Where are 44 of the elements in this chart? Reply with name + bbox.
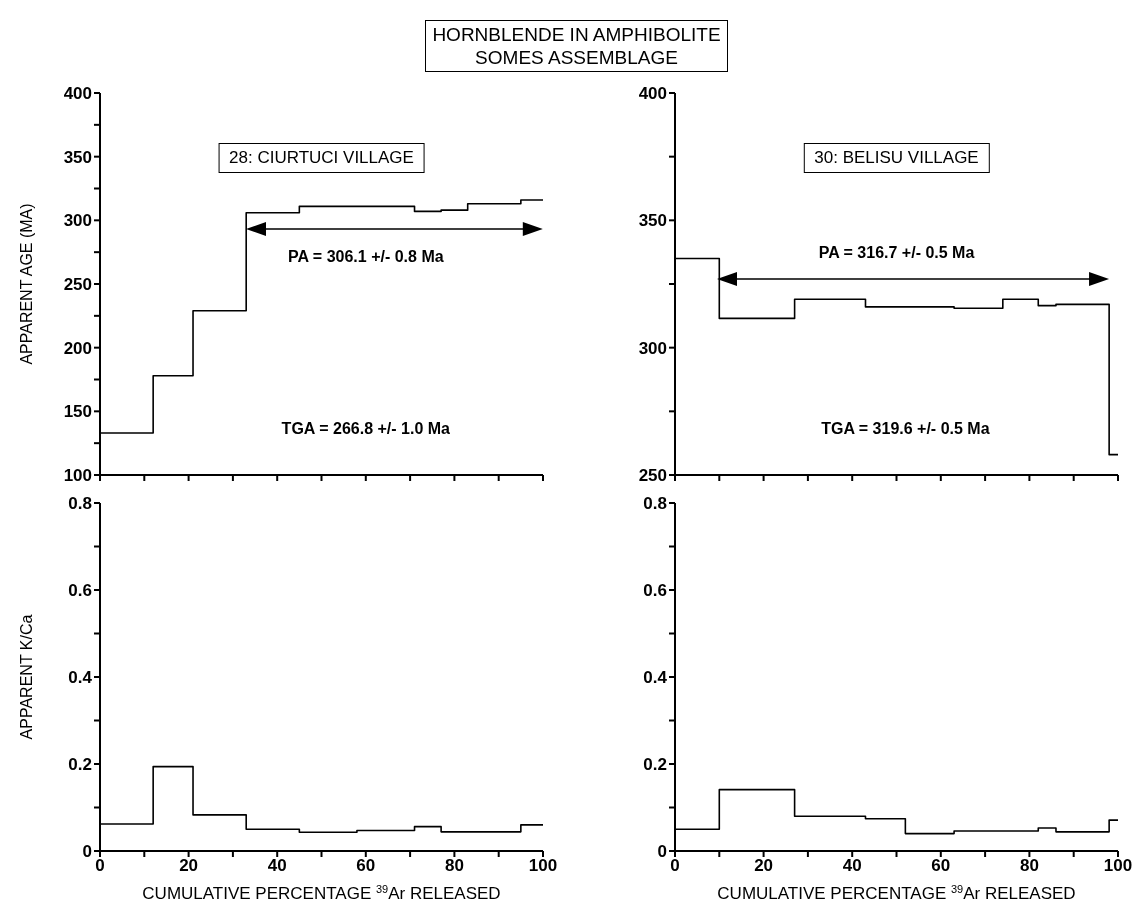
annotation: 30: BELISU VILLAGE (803, 142, 990, 173)
x-tick-label: 100 (1103, 856, 1133, 876)
x-tick-label: 20 (754, 856, 774, 876)
x-tick-label: 60 (931, 856, 951, 876)
annotation: 28: CIURTUCI VILLAGE (218, 142, 425, 173)
x-tick-label: 80 (444, 856, 464, 876)
y-tick-label: 250 (63, 275, 92, 295)
x-tick-label: 100 (528, 856, 558, 876)
y-tick-label: 300 (63, 211, 92, 231)
y-tick-label: 0.2 (68, 755, 92, 775)
annotation: PA = 306.1 +/- 0.8 Ma (287, 248, 444, 267)
y-tick-label: 0.8 (68, 494, 92, 514)
y-tick-label: 0 (657, 842, 667, 862)
y-tick-label: 0.2 (643, 755, 667, 775)
y-tick-label: 250 (638, 466, 667, 486)
y-tick-label: 350 (638, 211, 667, 231)
y-tick-label: 400 (638, 84, 667, 104)
y-tick-label: 0.6 (643, 581, 667, 601)
y-tick-label: 0 (82, 842, 92, 862)
y-tick-label: 0.4 (68, 668, 93, 688)
y-tick-label: 300 (638, 338, 667, 358)
x-tick-label: 40 (267, 856, 287, 876)
y-tick-label: 0.6 (68, 581, 92, 601)
annotation: TGA = 266.8 +/- 1.0 Ma (281, 420, 450, 439)
annotation: PA = 316.7 +/- 0.5 Ma (818, 244, 975, 263)
x-tick-label: 80 (1019, 856, 1039, 876)
x-tick-label: 60 (356, 856, 376, 876)
y-tick-label: 200 (63, 338, 92, 358)
y-tick-label: 0.4 (643, 668, 668, 688)
x-tick-label: 0 (95, 856, 105, 876)
chart-title: HORNBLENDE IN AMPHIBOLITE SOMES ASSEMBLAGE (425, 20, 728, 72)
x-tick-label: 0 (670, 856, 680, 876)
y-tick-label: 150 (63, 402, 92, 422)
x-tick-label: 40 (842, 856, 862, 876)
y-tick-label: 400 (63, 84, 92, 104)
x-axis-title: CUMULATIVE PERCENTAGE $^{39}$Ar RELEASED (717, 883, 1076, 903)
x-tick-label: 20 (179, 856, 199, 876)
x-axis-title: CUMULATIVE PERCENTAGE $^{39}$Ar RELEASED (142, 883, 501, 903)
y-tick-label: 100 (63, 466, 92, 486)
y-axis-title: APPARENT AGE (MA) (17, 203, 35, 365)
y-tick-label: 0.8 (643, 494, 667, 514)
y-tick-label: 350 (63, 147, 92, 167)
y-axis-title: APPARENT K/Ca (17, 614, 35, 740)
annotation: TGA = 319.6 +/- 0.5 Ma (821, 420, 990, 439)
